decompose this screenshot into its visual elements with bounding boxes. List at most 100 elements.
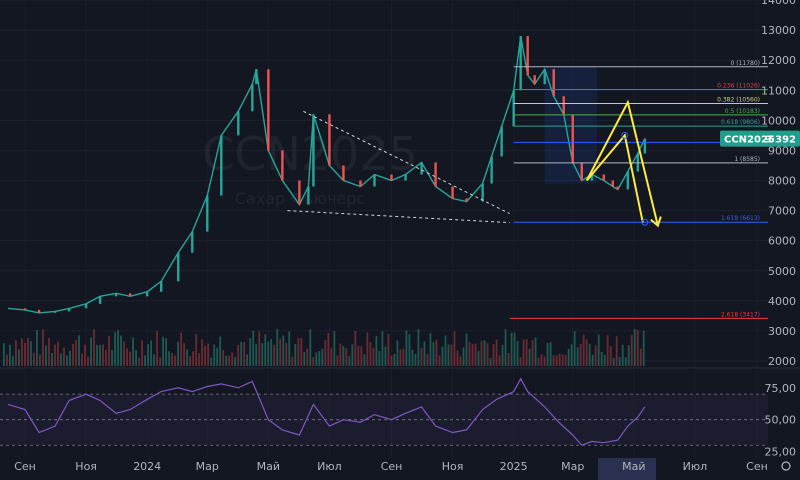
price-point: [580, 162, 583, 181]
price-point: [98, 296, 102, 304]
volume-bar: [321, 348, 324, 366]
volume-bar: [81, 353, 83, 366]
volume-bar: [417, 329, 420, 366]
volume-bar: [177, 341, 180, 366]
volume-bar: [189, 356, 192, 366]
volume-bar: [435, 339, 438, 366]
y-tick-label: 12000: [761, 54, 796, 67]
volume-bar: [306, 348, 309, 366]
volume-bar: [210, 357, 213, 366]
volume-bar: [393, 353, 396, 366]
volume-bar: [168, 351, 171, 366]
price-point: [552, 69, 555, 97]
price-point: [128, 293, 132, 297]
volume-bar: [540, 354, 543, 366]
x-tick-label: Ноя: [442, 460, 464, 473]
volume-bar: [360, 346, 363, 366]
volume-bar: [498, 355, 501, 366]
volume-bar: [399, 349, 402, 366]
price-point: [481, 183, 484, 202]
volume-bar: [414, 354, 417, 366]
volume-bar: [39, 354, 41, 366]
x-tick-label: Сен: [14, 460, 36, 473]
volume-bar: [618, 357, 621, 366]
rsi-tick-label: 75,00: [765, 382, 797, 395]
price-point: [206, 195, 209, 232]
time-range-highlight: [598, 458, 656, 480]
volume-bar: [408, 334, 411, 366]
volume-bar: [558, 353, 561, 366]
volume-bar: [597, 334, 600, 366]
volume-bar: [318, 351, 321, 366]
volume-bar: [453, 331, 456, 366]
y-tick-label: 13000: [761, 24, 796, 37]
volume-bar: [507, 352, 510, 366]
volume-bar: [24, 343, 26, 366]
volume-bar: [129, 351, 131, 366]
volume-bar: [144, 355, 146, 366]
projection-arrow-inner: [585, 133, 644, 223]
volume-bar: [639, 348, 642, 366]
volume-bar: [504, 329, 507, 366]
volume-bar: [333, 331, 336, 366]
price-point: [616, 186, 620, 190]
volume-bar: [492, 344, 495, 366]
price-point: [67, 308, 71, 312]
volume-bar: [315, 352, 318, 366]
volume-bar: [9, 344, 11, 366]
projection-arrow-outer: [585, 99, 659, 226]
price-point: [160, 281, 163, 292]
fib-level-label: 0.5 (10183): [725, 108, 760, 115]
volume-bar: [426, 354, 429, 366]
volume-bar: [474, 343, 477, 366]
volume-bar: [213, 344, 216, 366]
price-series-line: [7, 35, 646, 314]
volume-bar: [204, 345, 207, 366]
x-tick-label: 2024: [133, 460, 161, 473]
y-tick-label: 7000: [768, 205, 796, 218]
volume-bar: [201, 339, 204, 366]
volume-bar: [273, 344, 276, 366]
price-badge-symbol: CCN2025: [724, 135, 775, 146]
volume-bar: [87, 356, 89, 366]
volume-bar: [528, 349, 531, 366]
volume-bar: [513, 332, 516, 366]
volume-bar: [312, 356, 315, 366]
volume-bar: [267, 341, 270, 366]
volume-bar: [366, 332, 369, 366]
volume-bar: [93, 329, 95, 366]
rsi-series-line: [7, 377, 646, 446]
price-point: [220, 135, 223, 196]
volume-bar: [633, 329, 636, 366]
volume-bar: [21, 338, 23, 366]
volume-bar: [3, 343, 5, 366]
price-point: [404, 174, 407, 181]
volume-bar: [363, 354, 366, 366]
volume-bar: [45, 345, 47, 366]
volume-bar: [96, 344, 98, 366]
gear-icon[interactable]: [781, 461, 791, 471]
volume-bar: [516, 340, 519, 366]
volume-bar: [57, 341, 59, 366]
price-point: [191, 231, 194, 253]
volume-bar: [477, 350, 480, 366]
volume-bar: [156, 331, 159, 366]
fib-level-label: 2.618 (3417): [721, 311, 760, 318]
volume-bar: [111, 349, 113, 366]
y-tick-label: 11000: [761, 84, 796, 97]
volume-bar: [582, 334, 585, 366]
volume-bar: [135, 349, 137, 366]
volume-bar: [423, 341, 426, 366]
volume-bar: [468, 341, 471, 366]
price-point: [626, 171, 630, 190]
volume-bar: [576, 347, 579, 366]
fib-level-label: 0.618 (9806): [721, 119, 760, 126]
volume-bar: [501, 345, 504, 366]
x-tick-label: Май: [622, 460, 645, 473]
volume-bar: [195, 334, 198, 366]
y-tick-label: 5000: [768, 265, 796, 278]
projection-arrowhead: [650, 216, 662, 228]
projection-node: [641, 218, 649, 226]
